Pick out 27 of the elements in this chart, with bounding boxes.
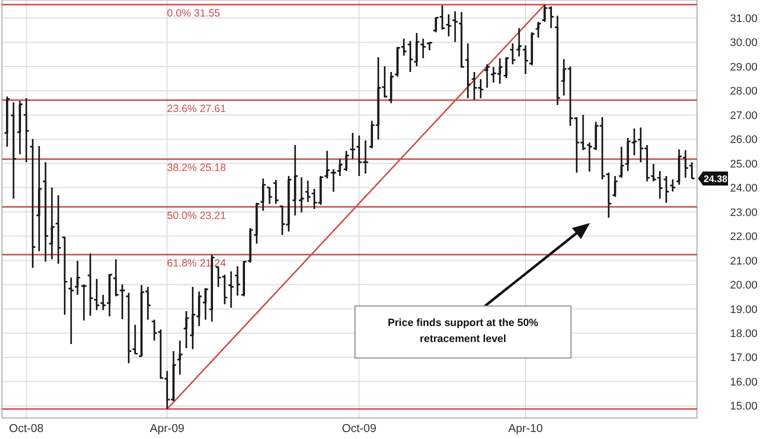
annotation: Price finds support at the 50% retracement level (388, 317, 539, 345)
x-tick-label: Oct-08 (9, 423, 44, 435)
x-tick-label: Apr-09 (150, 423, 184, 435)
y-tick-label: 19.00 (730, 304, 758, 316)
ref-line-label: 0.0% 31.55 (167, 8, 220, 20)
x-tick-label: Apr-10 (508, 423, 543, 435)
y-tick-label: 28.00 (730, 86, 758, 98)
y-tick-label: 26.00 (730, 134, 758, 146)
y-tick-label: 31.00 (730, 12, 758, 25)
x-tick-label: Oct-09 (342, 423, 376, 435)
ref-line-label: 50.0% 23.21 (167, 210, 226, 222)
y-tick-label: 16.00 (730, 376, 758, 388)
y-tick-label: 24.00 (730, 182, 758, 195)
y-tick-label: 25.00 (730, 158, 758, 170)
y-tick-label: 20.00 (730, 280, 758, 292)
ref-line-label: 23.6% 27.61 (167, 103, 226, 116)
y-tick-label: 17.00 (730, 352, 758, 364)
y-tick-label: 30.00 (730, 37, 758, 50)
y-tick-label: 22.00 (730, 231, 758, 244)
y-tick-label: 29.00 (730, 61, 758, 74)
text: 24.38 (704, 174, 728, 185)
y-tick-label: 15.00 (730, 400, 758, 413)
ref-line-label: 38.2% 25.18 (167, 162, 226, 174)
y-tick-label: 27.00 (730, 110, 758, 122)
y-tick-label: 21.00 (730, 255, 758, 268)
y-tick-label: 23.00 (730, 206, 758, 219)
y-tick-label: 18.00 (730, 328, 758, 340)
